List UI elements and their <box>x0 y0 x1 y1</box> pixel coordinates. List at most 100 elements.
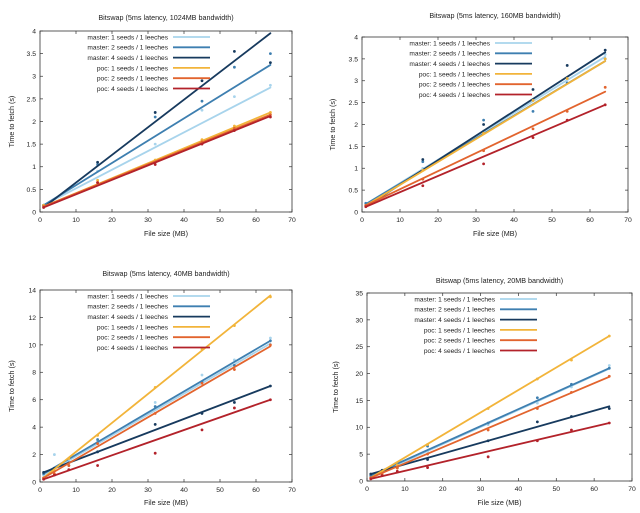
legend-label: poc: 2 seeds / 1 leeches <box>419 82 491 89</box>
y-tick-label: 2 <box>354 122 358 129</box>
data-point <box>531 88 535 91</box>
data-point <box>421 158 425 161</box>
legend-label: master: 2 seeds / 1 leeches <box>87 45 168 52</box>
series-5 <box>364 85 607 207</box>
legend: master: 1 seeds / 1 leeches master: 2 see… <box>87 293 210 352</box>
data-point <box>233 95 236 99</box>
series-line <box>364 103 607 208</box>
series-line <box>364 60 607 207</box>
x-tick-label: 60 <box>590 486 598 493</box>
y-axis-label: Time to fetch (s) <box>7 96 16 148</box>
y-tick-label: 10 <box>355 425 363 432</box>
series-line <box>42 86 272 207</box>
y-tick-label: 3 <box>354 78 358 85</box>
data-point <box>200 428 204 432</box>
x-tick-label: 50 <box>216 487 224 494</box>
y-tick-label: 25 <box>355 344 363 351</box>
data-point <box>482 118 485 122</box>
x-tick-label: 50 <box>553 486 561 493</box>
x-tick-label: 10 <box>72 487 80 494</box>
y-tick-label: 6 <box>32 397 36 404</box>
x-tick-label: 30 <box>144 217 152 224</box>
data-point <box>269 83 272 87</box>
x-tick-label: 30 <box>472 217 480 224</box>
legend-label: master: 1 seeds / 1 leeches <box>409 40 490 47</box>
series-6 <box>369 421 611 481</box>
y-tick-label: 1 <box>354 166 358 173</box>
data-point <box>531 127 535 131</box>
data-point <box>153 111 157 114</box>
data-point <box>269 336 272 340</box>
chart-title: Bitswap (5ms latency, 160MB bandwidth) <box>429 11 560 20</box>
y-tick-label: 20 <box>355 371 363 378</box>
data-point <box>421 160 425 164</box>
y-tick-label: 30 <box>355 317 363 324</box>
data-point <box>565 64 569 67</box>
y-tick-label: 0 <box>359 478 363 485</box>
x-axis-label: File size (MB) <box>144 498 188 507</box>
series-3 <box>369 405 611 476</box>
y-tick-label: 2 <box>32 452 36 459</box>
legend-label: poc: 2 seeds / 1 leeches <box>97 76 169 83</box>
x-tick-label: 50 <box>548 217 556 224</box>
data-point <box>421 184 425 188</box>
data-point <box>200 79 204 83</box>
x-tick-label: 40 <box>510 217 518 224</box>
y-tick-label: 15 <box>355 398 363 405</box>
x-axis-label: File size (MB) <box>144 229 188 238</box>
series-line <box>369 367 611 477</box>
chart-panel-3: Bitswap (5ms latency, 40MB bandwidth) 0 10… <box>7 269 296 507</box>
data-point <box>531 136 535 140</box>
x-tick-label: 40 <box>515 486 523 493</box>
x-tick-label: 20 <box>108 487 116 494</box>
y-tick-label: 2 <box>32 119 36 126</box>
series-line <box>42 294 272 479</box>
x-tick-label: 60 <box>252 217 260 224</box>
legend-label: master: 4 seeds / 1 leeches <box>87 314 168 321</box>
data-point <box>96 181 99 184</box>
data-point <box>535 396 539 400</box>
data-point <box>153 115 157 119</box>
data-point <box>269 343 272 347</box>
legend-label: poc: 4 seeds / 1 leeches <box>424 348 496 355</box>
data-point <box>96 160 99 164</box>
y-tick-label: 4 <box>354 34 358 41</box>
series-line <box>42 385 272 474</box>
legend-label: master: 1 seeds / 1 leeches <box>414 296 495 303</box>
data-point <box>53 453 56 456</box>
data-point <box>96 178 99 182</box>
x-tick-label: 70 <box>624 217 632 224</box>
x-tick-label: 20 <box>439 486 447 493</box>
chart-panel-2: Bitswap (5ms latency, 160MB bandwidth) 0 1… <box>328 11 632 238</box>
legend-label: master: 1 seeds / 1 leeches <box>87 293 168 300</box>
legend-label: master: 2 seeds / 1 leeches <box>414 307 495 314</box>
data-point <box>482 123 485 126</box>
x-tick-label: 40 <box>180 217 188 224</box>
data-point <box>531 109 535 113</box>
series-line <box>42 345 272 479</box>
y-tick-label: 5 <box>359 452 363 459</box>
x-tick-label: 60 <box>252 487 260 494</box>
y-tick-label: 2.5 <box>27 96 37 103</box>
chart-panel-1: Bitswap (5ms latency, 1024MB bandwidth) 0… <box>7 13 296 238</box>
legend-label: poc: 2 seeds / 1 leeches <box>97 335 169 342</box>
data-point <box>96 442 99 445</box>
legend-label: poc: 4 seeds / 1 leeches <box>97 86 169 93</box>
chart-title: Bitswap (5ms latency, 1024MB bandwidth) <box>98 13 233 22</box>
x-tick-label: 50 <box>216 217 224 224</box>
y-tick-label: 8 <box>32 370 36 377</box>
series-3 <box>42 384 272 474</box>
data-point <box>603 57 607 61</box>
data-point <box>269 52 272 56</box>
data-point <box>96 438 99 441</box>
series-line <box>42 342 272 477</box>
x-axis-label: File size (MB) <box>473 229 517 238</box>
series-5 <box>369 374 611 480</box>
x-tick-label: 0 <box>38 217 42 224</box>
y-tick-label: 1.5 <box>27 142 37 149</box>
legend-label: poc: 2 seeds / 1 leeches <box>424 338 496 345</box>
x-axis-label: File size (MB) <box>478 498 522 507</box>
y-axis-label: Time to fetch (s) <box>7 360 16 412</box>
series-line <box>42 339 272 475</box>
y-tick-label: 4 <box>32 425 36 432</box>
